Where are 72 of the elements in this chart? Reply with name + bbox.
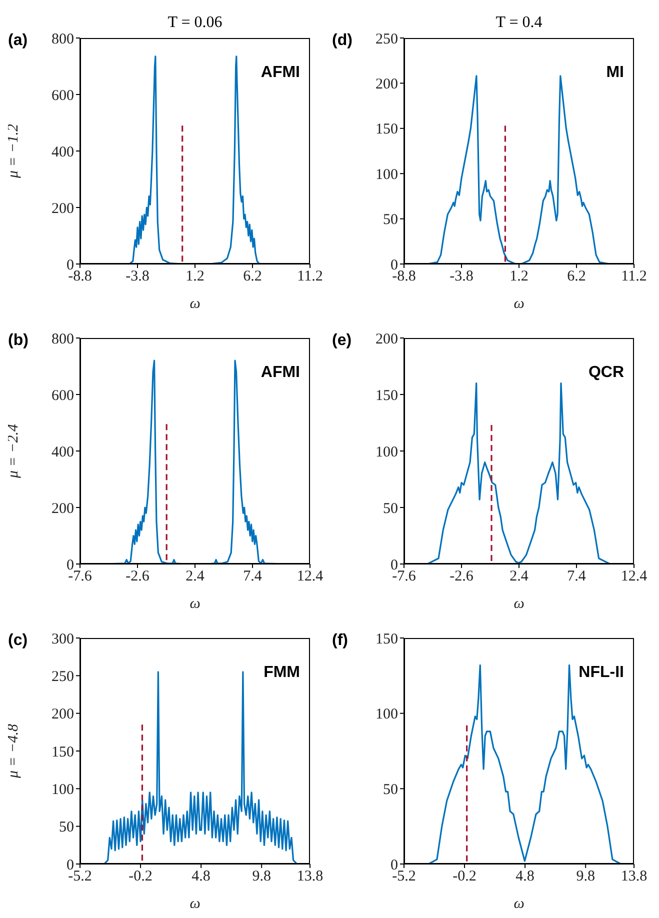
text: (c) bbox=[8, 632, 28, 650]
y-tick-label: 600 bbox=[52, 88, 74, 104]
text: (b) bbox=[8, 332, 28, 350]
annotation: FMM bbox=[264, 664, 300, 682]
line-series bbox=[428, 664, 622, 864]
x-tick-label: 13.8 bbox=[296, 868, 324, 885]
x-tick-label: 11.2 bbox=[297, 268, 323, 285]
y-tick-label: 300 bbox=[52, 631, 74, 648]
x-tick-label: 2.4 bbox=[510, 568, 529, 585]
y-tick-label: 100 bbox=[52, 782, 74, 798]
line-series bbox=[426, 382, 611, 564]
y-tick-label: 200 bbox=[52, 706, 74, 723]
x-tick-label: -2.6 bbox=[126, 568, 150, 585]
x-tick-label: -2.6 bbox=[450, 568, 474, 585]
x-tick-label: -0.2 bbox=[128, 868, 152, 885]
y-tick-label: 100 bbox=[376, 166, 398, 183]
x-tick-label: 12.4 bbox=[296, 568, 324, 585]
x-tick-label: 4.8 bbox=[192, 868, 210, 885]
y-tick-label: 800 bbox=[52, 31, 74, 48]
annotation: MI bbox=[606, 64, 624, 82]
x-tick-label: 12.4 bbox=[620, 568, 648, 585]
x-tick-label: 9.8 bbox=[252, 868, 271, 885]
y-tick-label: 400 bbox=[52, 444, 74, 460]
x-tick-label: 1.2 bbox=[510, 268, 528, 285]
y-tick-label: 200 bbox=[376, 76, 398, 93]
annotation: QCR bbox=[588, 364, 624, 382]
x-tick-label: 6.2 bbox=[567, 268, 586, 285]
x-tick-label: 4.8 bbox=[516, 868, 534, 885]
x-axis-title: ω bbox=[514, 296, 524, 312]
x-axis-title: ω bbox=[190, 596, 200, 612]
chart-title: T = 0.06 bbox=[166, 14, 224, 32]
y-tick-label: 100 bbox=[376, 706, 398, 723]
x-tick-label: 9.8 bbox=[576, 868, 595, 885]
text: (a) bbox=[8, 32, 28, 50]
text: (e) bbox=[332, 332, 352, 350]
y-tick-label: 150 bbox=[376, 631, 398, 648]
annotation: NFL-II bbox=[578, 664, 624, 682]
annotation: AFMI bbox=[260, 364, 300, 382]
y-tick-label: 800 bbox=[52, 331, 74, 348]
x-axis-title: ω bbox=[514, 596, 524, 612]
y-tick-label: 50 bbox=[59, 820, 74, 836]
y-tick-label: 50 bbox=[383, 212, 398, 228]
y-tick-label: 600 bbox=[52, 388, 74, 404]
x-tick-label: 7.4 bbox=[567, 568, 586, 585]
y-tick-label: 250 bbox=[376, 31, 398, 48]
x-axis-title: ω bbox=[190, 896, 200, 912]
y-tick-label: 200 bbox=[52, 500, 74, 517]
y-tick-label: 150 bbox=[376, 388, 398, 404]
y-tick-label: 50 bbox=[383, 500, 398, 517]
y-tick-label: 200 bbox=[376, 331, 398, 348]
y-tick-label: 150 bbox=[52, 744, 74, 760]
x-axis-title: ω bbox=[190, 296, 200, 312]
x-tick-label: 11.2 bbox=[621, 268, 647, 285]
x-tick-label: -3.8 bbox=[450, 268, 474, 285]
x-tick-label: -0.2 bbox=[452, 868, 476, 885]
y-tick-label: 200 bbox=[52, 200, 74, 217]
y-tick-label: 400 bbox=[52, 144, 74, 160]
text: (d) bbox=[332, 32, 352, 50]
x-tick-label: -3.8 bbox=[126, 268, 150, 285]
chart-title: T = 0.4 bbox=[494, 14, 544, 32]
x-tick-label: 1.2 bbox=[186, 268, 204, 285]
y-tick-label: 150 bbox=[376, 122, 398, 138]
y-tick-label: 50 bbox=[383, 782, 398, 798]
text: (f) bbox=[332, 632, 348, 650]
x-tick-label: 13.8 bbox=[620, 868, 648, 885]
x-tick-label: 2.4 bbox=[186, 568, 205, 585]
x-axis-title: ω bbox=[514, 896, 524, 912]
x-tick-label: 6.2 bbox=[243, 268, 262, 285]
y-tick-label: 250 bbox=[52, 668, 74, 685]
x-tick-label: 7.4 bbox=[243, 568, 262, 585]
y-tick-label: 100 bbox=[376, 444, 398, 460]
annotation: AFMI bbox=[260, 64, 300, 82]
